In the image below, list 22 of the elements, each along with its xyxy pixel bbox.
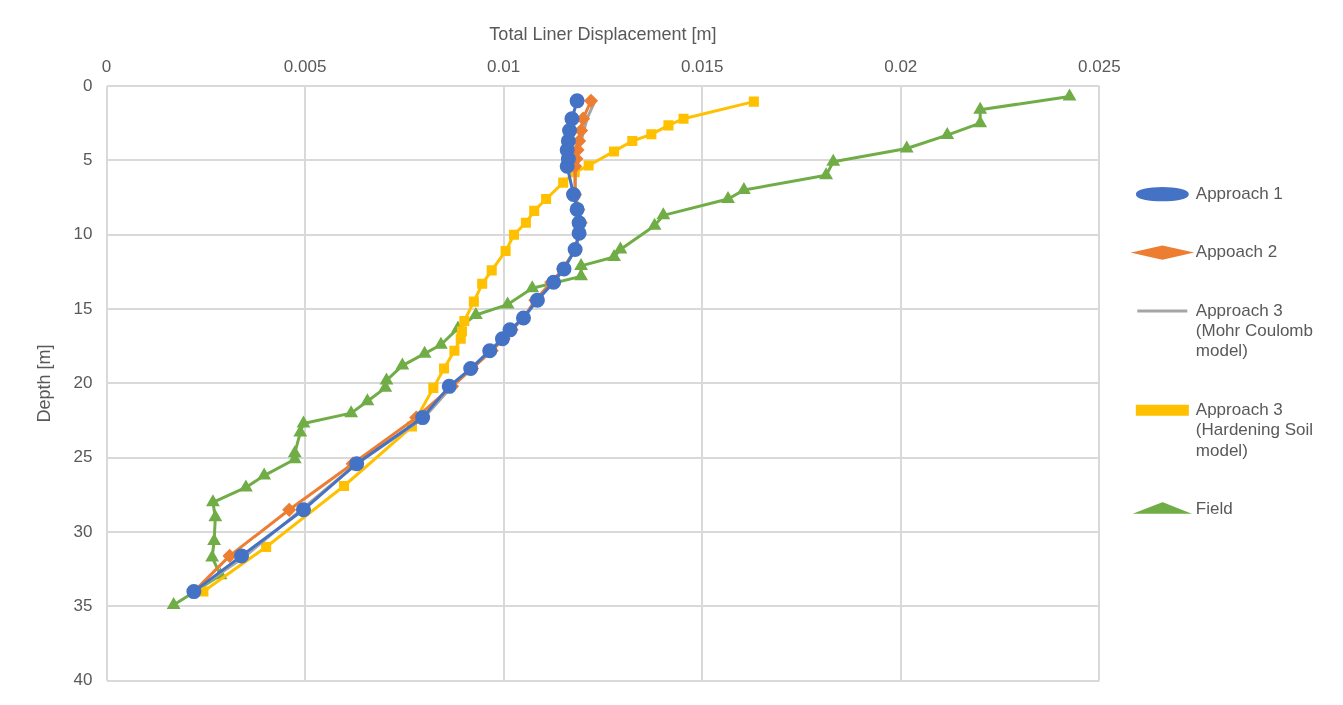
- y-tick-label: 20: [73, 373, 93, 393]
- y-tick-label: 30: [73, 521, 93, 541]
- x-tick-label: 0.01: [487, 57, 521, 77]
- y-tick-label: 0: [83, 75, 93, 95]
- x-tick-label: 0.015: [680, 57, 724, 77]
- legend-label: Approach 3 (Mohr Coulomb model): [1195, 300, 1313, 361]
- y-tick-label: 40: [73, 670, 93, 690]
- x-tick-label: 0.02: [884, 57, 918, 77]
- x-axis-title: Total Liner Displacement [m]: [489, 23, 717, 44]
- y-axis-title: Depth [m]: [33, 344, 54, 423]
- legend-label: Field: [1195, 499, 1233, 519]
- x-tick-label: 0.025: [1078, 57, 1121, 77]
- y-tick-label: 35: [73, 596, 93, 616]
- y-tick-label: 15: [73, 298, 93, 318]
- x-tick-label: 0.005: [283, 57, 327, 77]
- y-tick-label: 25: [73, 447, 93, 467]
- x-tick-label: 0: [101, 57, 112, 77]
- y-tick-label: 10: [73, 224, 93, 244]
- legend-label: Appoach 2: [1195, 242, 1278, 262]
- legend-label: Approach 1: [1195, 183, 1283, 203]
- y-tick-label: 5: [83, 150, 93, 170]
- legend-label: Approach 3 (Hardening Soil model): [1195, 399, 1314, 460]
